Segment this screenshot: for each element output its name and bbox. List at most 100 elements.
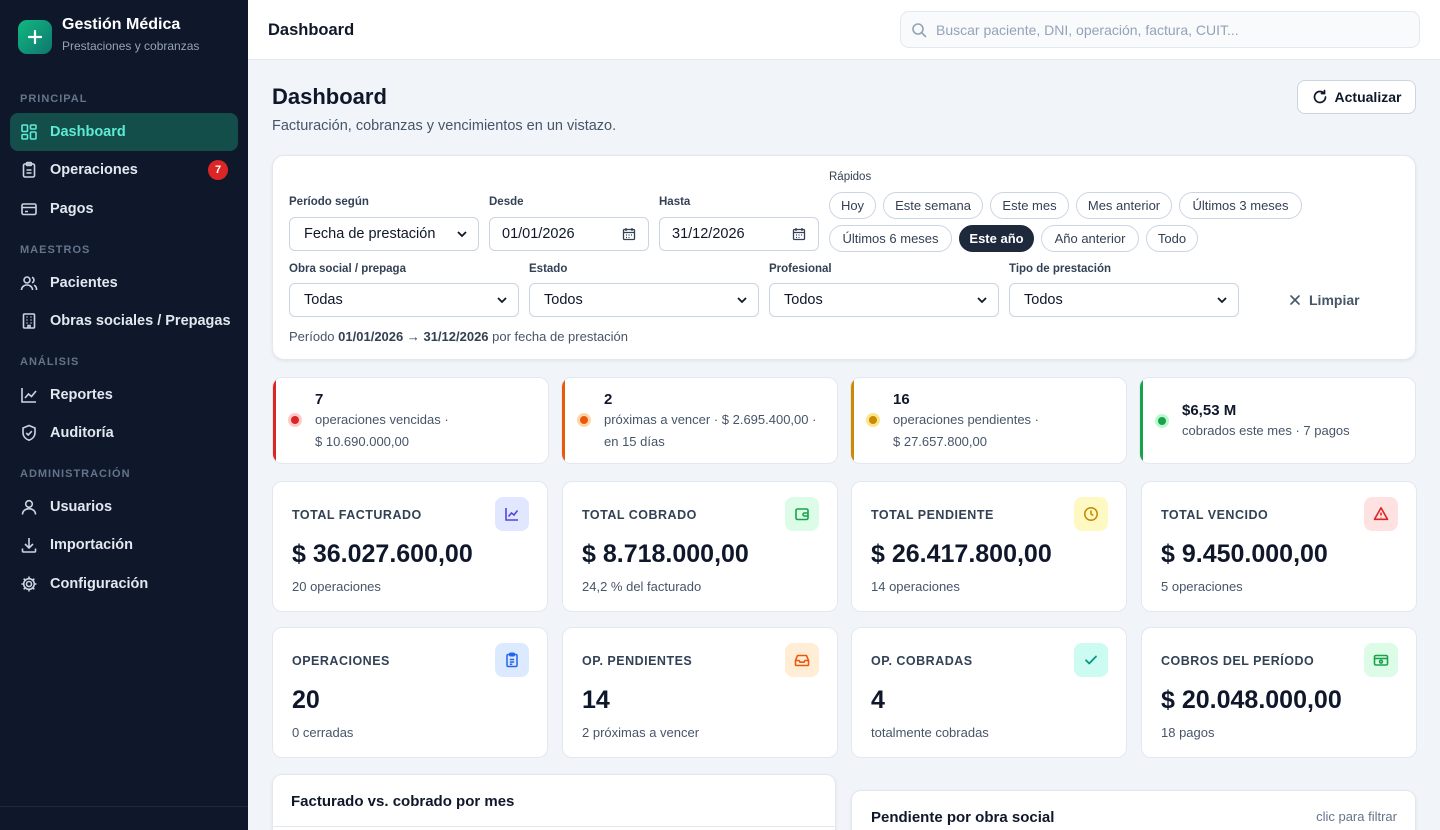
obra-select[interactable]: Todas	[289, 283, 519, 317]
chevron-down-icon	[1217, 297, 1227, 304]
chevron-down-icon	[457, 231, 467, 238]
period-prefix: Período	[289, 329, 335, 344]
section-label-maestros: MAESTROS	[20, 244, 91, 256]
dashboard-icon	[21, 124, 37, 140]
calendar-icon[interactable]	[622, 227, 636, 241]
search-icon	[912, 22, 927, 37]
panel-divider	[273, 826, 835, 827]
alert-icon	[1364, 497, 1398, 531]
chip-mes-anterior[interactable]: Mes anterior	[1076, 192, 1172, 219]
alert-bar	[562, 378, 565, 463]
panel-hint: clic para filtrar	[1316, 809, 1397, 824]
chip-ano-anterior[interactable]: Año anterior	[1041, 225, 1139, 252]
alert-count: 7	[315, 391, 324, 408]
desde-value: 01/01/2026	[502, 226, 575, 242]
clipboard-icon	[22, 161, 36, 178]
kpi-total-cobrado[interactable]: TOTAL COBRADO $ 8.718.000,00 24,2 % del …	[562, 481, 838, 612]
shield-icon	[22, 424, 36, 442]
chip-todo[interactable]: Todo	[1146, 225, 1198, 252]
alert-card-vencidas[interactable]: 7 operaciones vencidas · $ 10.690.000,00	[272, 377, 549, 464]
sidebar-item-dashboard[interactable]: Dashboard	[10, 113, 238, 151]
sidebar-item-label: Reportes	[50, 387, 113, 403]
kpi-label: OP. COBRADAS	[871, 654, 973, 668]
kpi-label: COBROS DEL PERÍODO	[1161, 654, 1315, 668]
kpi-subtext: 24,2 % del facturado	[582, 579, 702, 594]
sidebar-item-operaciones[interactable]: Operaciones 7	[10, 151, 238, 189]
kpi-operaciones[interactable]: OPERACIONES 20 0 cerradas	[272, 627, 548, 758]
sidebar-item-reportes[interactable]: Reportes	[10, 376, 238, 414]
hasta-value: 31/12/2026	[672, 226, 745, 242]
kpi-value: 20	[292, 686, 320, 714]
cash-icon	[1364, 643, 1398, 677]
kpi-value: 14	[582, 686, 610, 714]
kpi-value: $ 8.718.000,00	[582, 540, 749, 568]
profesional-select[interactable]: Todos	[769, 283, 999, 317]
kpi-value: $ 26.417.800,00	[871, 540, 1052, 568]
kpi-total-vencido[interactable]: TOTAL VENCIDO $ 9.450.000,00 5 operacion…	[1141, 481, 1417, 612]
chevron-down-icon	[497, 297, 507, 304]
sidebar-item-obras-sociales[interactable]: Obras sociales / Prepagas	[10, 302, 238, 340]
filters-card: Período según Fecha de prestación Desde …	[272, 155, 1416, 360]
period-summary: Período 01/01/2026 → 31/12/2026 por fech…	[289, 329, 628, 344]
page-subtitle: Facturación, cobranzas y vencimientos en…	[272, 118, 617, 134]
search-input[interactable]	[936, 21, 1406, 38]
tipo-label: Tipo de prestación	[1009, 263, 1112, 275]
sidebar-item-usuarios[interactable]: Usuarios	[10, 488, 238, 526]
alert-text: cobrados este mes · 7 pagos	[1182, 420, 1402, 442]
chip-este-ano[interactable]: Este año	[959, 225, 1034, 252]
sidebar-item-pagos[interactable]: Pagos	[10, 190, 238, 228]
search-box[interactable]	[900, 11, 1420, 48]
clipboard-icon	[495, 643, 529, 677]
tipo-value: Todos	[1024, 292, 1063, 308]
chevron-down-icon	[737, 297, 747, 304]
brand-subtitle: Prestaciones y cobranzas	[62, 39, 200, 53]
clear-filters-button[interactable]: Limpiar	[1289, 292, 1360, 308]
inbox-icon	[785, 643, 819, 677]
alert-text: próximas a vencer · $ 2.695.400,00 · en …	[604, 409, 824, 452]
tipo-select[interactable]: Todos	[1009, 283, 1239, 317]
chip-ultimos-3-meses[interactable]: Últimos 3 meses	[1179, 192, 1302, 219]
kpi-label: OP. PENDIENTES	[582, 654, 693, 668]
sidebar-item-label: Operaciones	[50, 162, 138, 178]
building-icon	[22, 313, 36, 329]
refresh-button[interactable]: Actualizar	[1297, 80, 1416, 114]
alert-line2: $ 10.690.000,00	[315, 433, 409, 449]
kpi-value: $ 9.450.000,00	[1161, 540, 1328, 568]
clear-label: Limpiar	[1309, 292, 1360, 308]
sidebar-item-importacion[interactable]: Importación	[10, 526, 238, 564]
kpi-value: 4	[871, 686, 885, 714]
hasta-date-input[interactable]: 31/12/2026	[659, 217, 819, 251]
sidebar-item-auditoria[interactable]: Auditoría	[10, 414, 238, 452]
kpi-total-facturado[interactable]: TOTAL FACTURADO $ 36.027.600,00 20 opera…	[272, 481, 548, 612]
brand[interactable]: Gestión Médica Prestaciones y cobranzas	[18, 16, 200, 54]
kpi-total-pendiente[interactable]: TOTAL PENDIENTE $ 26.417.800,00 14 opera…	[851, 481, 1127, 612]
alert-card-pendientes[interactable]: 16 operaciones pendientes · $ 27.657.800…	[850, 377, 1127, 464]
rapidos-label: Rápidos	[829, 171, 872, 183]
kpi-subtext: 5 operaciones	[1161, 579, 1243, 594]
kpi-value: $ 20.048.000,00	[1161, 686, 1342, 714]
alert-card-cobrados[interactable]: $6,53 M cobrados este mes · 7 pagos	[1139, 377, 1416, 464]
alert-card-proximas[interactable]: 2 próximas a vencer · $ 2.695.400,00 · e…	[561, 377, 838, 464]
brand-title: Gestión Médica	[62, 16, 181, 33]
chip-esta-semana[interactable]: Este semana	[883, 192, 983, 219]
chip-hoy[interactable]: Hoy	[829, 192, 876, 219]
periodo-select[interactable]: Fecha de prestación	[289, 217, 479, 251]
kpi-cobros-periodo[interactable]: COBROS DEL PERÍODO $ 20.048.000,00 18 pa…	[1141, 627, 1417, 758]
check-icon	[1074, 643, 1108, 677]
calendar-icon[interactable]	[792, 227, 806, 241]
kpi-op-cobradas[interactable]: OP. COBRADAS 4 totalmente cobradas	[851, 627, 1127, 758]
kpi-op-pendientes[interactable]: OP. PENDIENTES 14 2 próximas a vencer	[562, 627, 838, 758]
desde-date-input[interactable]: 01/01/2026	[489, 217, 649, 251]
sidebar-item-pacientes[interactable]: Pacientes	[10, 264, 238, 302]
section-label-analisis: ANÁLISIS	[20, 356, 80, 368]
alert-count: 2	[604, 391, 613, 408]
chip-este-mes[interactable]: Este mes	[990, 192, 1069, 219]
period-suffix: por fecha de prestación	[492, 329, 629, 344]
sidebar-item-label: Importación	[50, 537, 133, 553]
estado-select[interactable]: Todos	[529, 283, 759, 317]
topbar: Dashboard	[248, 0, 1440, 60]
chip-ultimos-6-meses[interactable]: Últimos 6 meses	[829, 225, 952, 252]
sidebar-item-label: Obras sociales / Prepagas	[50, 313, 231, 329]
sidebar-item-configuracion[interactable]: Configuración	[10, 565, 238, 603]
chart-panel-pendiente-obra-social: Pendiente por obra social clic para filt…	[851, 790, 1416, 830]
